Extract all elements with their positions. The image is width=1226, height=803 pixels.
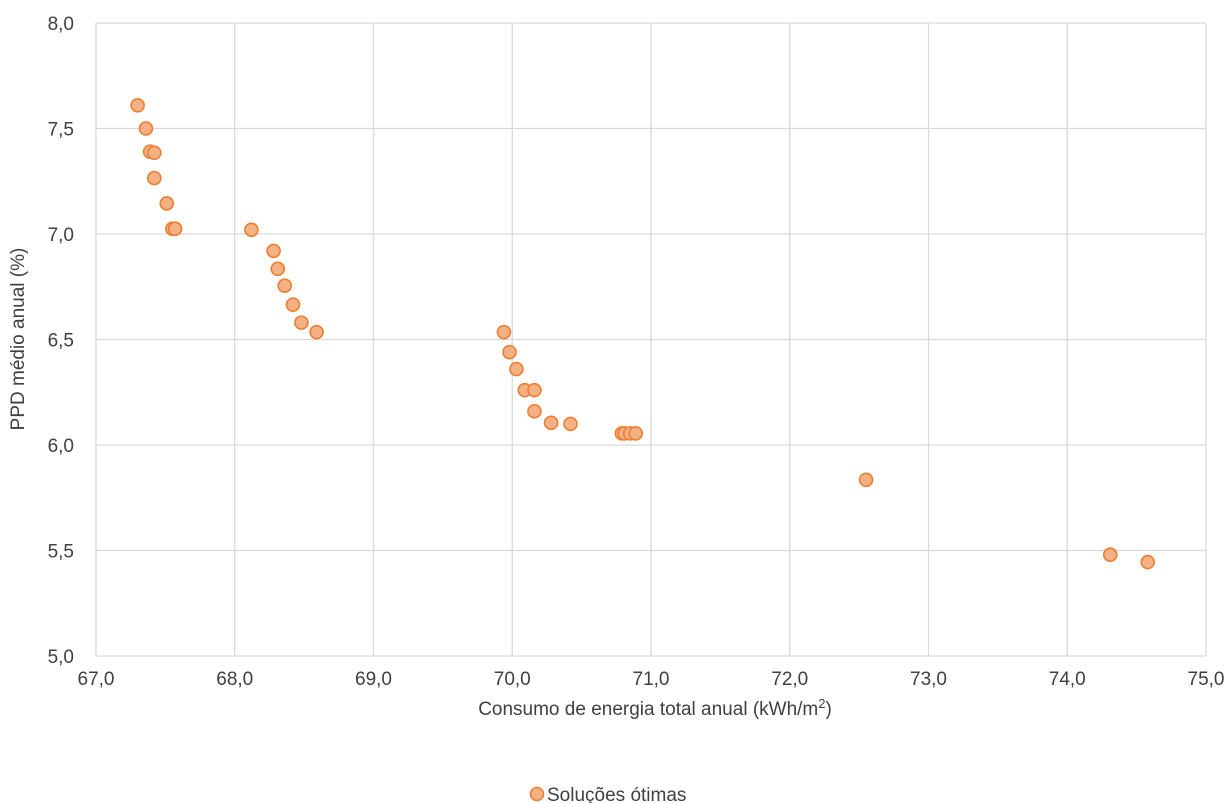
data-point [628, 426, 644, 441]
data-point [277, 278, 293, 293]
data-point [138, 121, 154, 136]
x-axis-title-close: ) [825, 699, 831, 720]
gridlines [95, 22, 1207, 657]
x-axis-title-main: Consumo de energia total anual (kWh/m [478, 699, 818, 720]
data-point [527, 382, 542, 398]
data-point [159, 196, 175, 211]
x-tick-label: 68,0 [216, 669, 253, 690]
data-point [294, 315, 309, 330]
legend-label: Soluções ótimas [547, 785, 686, 803]
data-point [146, 170, 162, 186]
y-tick-label: 6,5 [48, 331, 74, 352]
y-tick-label: 5,5 [48, 542, 74, 563]
x-tick-label: 75,0 [1188, 669, 1225, 690]
data-point [563, 416, 578, 432]
y-tick-label: 7,0 [48, 225, 74, 246]
y-axis-title: PPD médio anual (%) [8, 248, 29, 431]
y-tick-label: 5,0 [48, 647, 74, 668]
x-tick-label: 73,0 [910, 669, 947, 690]
x-tick-label: 67,0 [78, 669, 115, 690]
x-tick-label: 71,0 [633, 669, 670, 690]
data-point [509, 361, 524, 377]
data-point [1102, 547, 1118, 563]
data-point [543, 415, 559, 431]
data-point [146, 145, 162, 161]
x-tick-label: 72,0 [771, 669, 808, 690]
tick-labels: 67,0 68,0 69,0 70,0 71,0 72,0 73,0 74,0 75,0 5,0 5… [48, 14, 1225, 690]
y-tick-label: 8,0 [48, 14, 74, 35]
data-point [502, 344, 517, 360]
data-point [1140, 554, 1156, 570]
data-point [270, 261, 286, 277]
data-point [858, 472, 874, 488]
x-tick-label: 74,0 [1049, 669, 1086, 690]
x-tick-label: 69,0 [355, 669, 392, 690]
x-axis-title: Consumo de energia total anual (kWh/m2) [478, 696, 832, 720]
x-tick-label: 70,0 [494, 669, 531, 690]
data-point [496, 324, 512, 340]
data-point [266, 243, 281, 259]
data-points [130, 97, 1156, 570]
data-point [527, 403, 542, 419]
y-tick-label: 6,0 [48, 436, 74, 457]
y-tick-label: 7,5 [48, 120, 74, 141]
data-point [309, 324, 324, 340]
x-axis-title-superscript: 2 [818, 696, 825, 711]
legend-marker [529, 786, 545, 802]
data-point [244, 222, 259, 238]
data-point [285, 297, 301, 312]
data-point [167, 221, 183, 237]
data-point [130, 97, 145, 113]
legend: Soluções ótimas [529, 785, 686, 803]
